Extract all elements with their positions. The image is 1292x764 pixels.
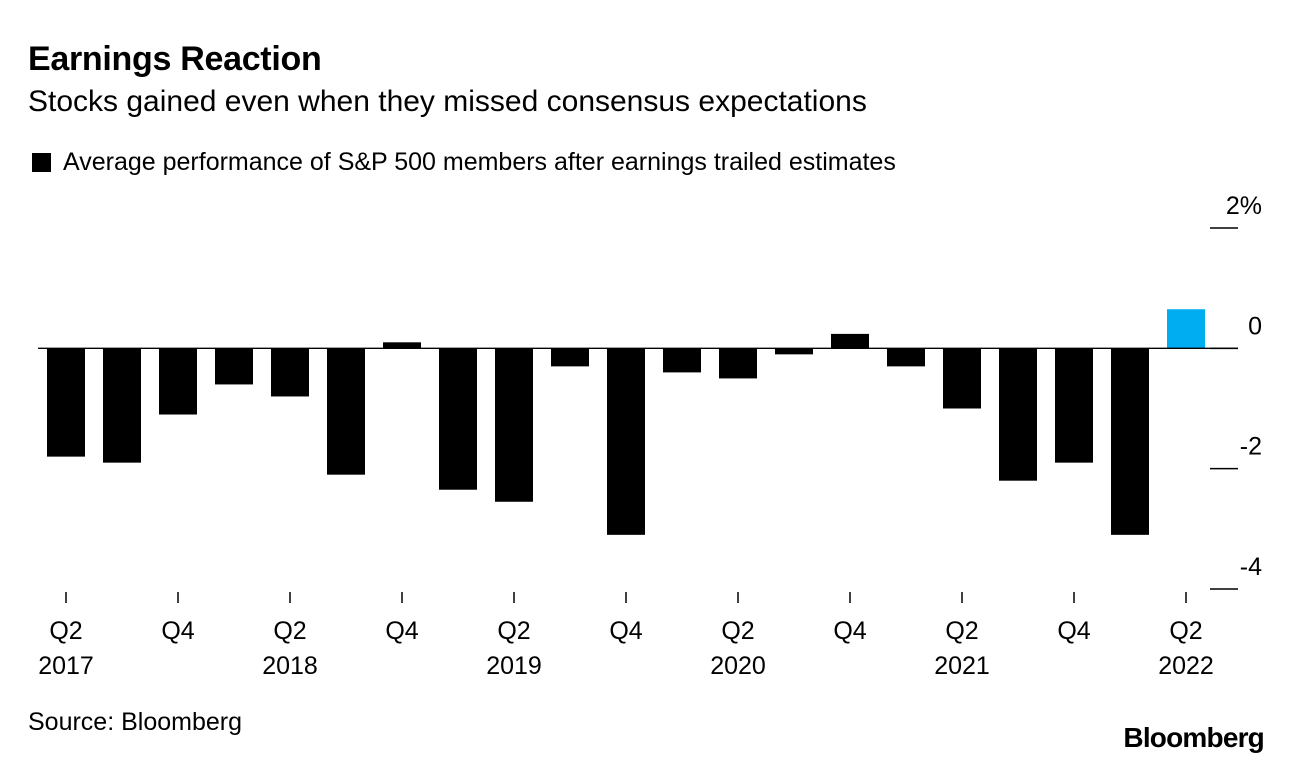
bar-20 [1167,309,1205,349]
x-tick-label-10: Q2 [1169,617,1202,645]
bar-16 [943,348,981,409]
bar-12 [719,348,757,379]
x-tick-label-2: Q2 [273,617,306,645]
bar-1 [103,348,141,463]
bar-14 [831,333,869,349]
legend-label: Average performance of S&P 500 members a… [63,148,896,176]
legend: Average performance of S&P 500 members a… [32,148,896,177]
chart-title: Earnings Reaction [28,40,322,78]
y-tick-label-2: -2 [1240,433,1262,461]
bar-9 [551,348,589,367]
y-tick-label-0: 2% [1226,192,1262,220]
x-year-label-0: 2017 [38,652,94,680]
y-tick-label-3: -4 [1240,553,1262,581]
x-year-label-2: 2018 [262,652,318,680]
bar-0 [47,348,85,457]
bar-19 [1111,348,1149,535]
x-tick-label-4: Q2 [497,617,530,645]
bar-8 [495,348,533,502]
bar-18 [1055,348,1093,463]
x-tick-label-0: Q2 [49,617,82,645]
bar-7 [439,348,477,490]
x-year-label-6: 2020 [710,652,766,680]
bloomberg-logo: Bloomberg [1123,722,1264,753]
bar-5 [327,348,365,475]
bar-6 [383,342,421,349]
bar-2 [159,348,197,415]
x-year-label-8: 2021 [934,652,990,680]
chart-subtitle: Stocks gained even when they missed cons… [28,85,867,118]
bar-3 [215,348,253,385]
bar-15 [887,348,925,367]
legend-swatch [32,153,51,172]
x-tick-label-3: Q4 [385,617,418,645]
y-tick-label-1: 0 [1248,312,1262,340]
x-year-label-4: 2019 [486,652,542,680]
x-tick-label-8: Q2 [945,617,978,645]
x-tick-label-7: Q4 [833,617,866,645]
x-tick-label-5: Q4 [609,617,642,645]
bar-4 [271,348,309,397]
source-note: Source: Bloomberg [28,708,243,736]
x-tick-label-1: Q4 [161,617,194,645]
x-tick-label-6: Q2 [721,617,754,645]
bar-13 [775,348,813,355]
x-year-label-10: 2022 [1158,652,1214,680]
bar-10 [607,348,645,535]
bar-11 [663,348,701,373]
x-tick-label-9: Q4 [1057,617,1090,645]
bar-17 [999,348,1037,481]
